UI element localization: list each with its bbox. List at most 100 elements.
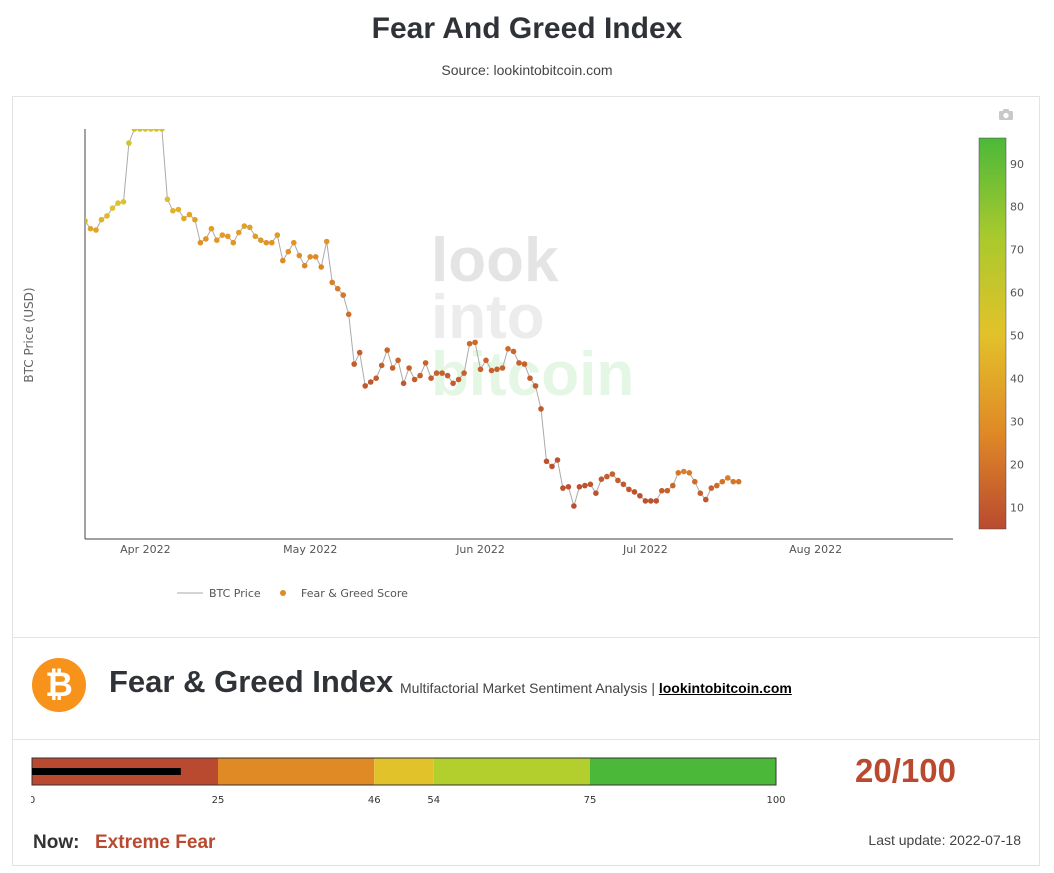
fear-greed-point [258,237,264,243]
gauge-tick-label: 0 [31,795,35,806]
fear-greed-point [653,498,660,504]
gauge-tick-label: 75 [584,795,597,806]
y-axis-label: BTC Price (USD) [22,287,36,382]
fear-greed-point [422,360,429,366]
gauge-tick-label: 25 [212,795,225,806]
fear-greed-point [439,370,445,376]
x-tick-label: May 2022 [283,543,337,556]
fear-greed-point [494,366,500,373]
fear-greed-point [186,211,193,218]
fear-greed-point [417,372,423,379]
x-tick-label: Jul 2022 [622,543,668,556]
x-tick-label: Jun 2022 [455,543,505,556]
watermark-look: look [431,226,559,295]
colorbar-tick-labels: 10 20 30 40 50 60 70 80 90 [1010,158,1024,515]
fear-greed-point [719,478,726,485]
fear-greed-point [554,457,561,463]
fear-greed-point [384,347,391,353]
fear-greed-point [280,257,286,264]
fear-greed-point [334,285,341,292]
fear-greed-point [378,362,385,369]
fear-greed-point [565,484,572,490]
fear-greed-point [466,340,473,347]
fear-greed-point [285,248,292,255]
fear-greed-point [269,239,275,246]
legend-dot-label: Fear & Greed Score [301,587,408,600]
fear-greed-point [735,478,742,485]
fear-greed-point [395,357,401,364]
fear-greed-point [681,468,687,475]
fear-greed-point [274,232,281,238]
camera-icon[interactable] [999,109,1013,120]
fear-greed-point [389,365,396,371]
fear-greed-point [664,487,671,494]
colorbar-tick-label: 80 [1010,201,1024,214]
colorbar-tick-label: 70 [1010,244,1024,257]
fear-greed-point [230,239,237,246]
fear-greed-point [532,383,539,389]
fear-greed-point [126,140,132,146]
fear-greed-point [400,380,407,387]
fear-greed-point [296,252,303,259]
brand-title: Fear & Greed Index [109,664,394,699]
fear-greed-point [329,279,336,286]
watermark-bitcoin: bitcoin [431,340,634,409]
colorbar-tick-label: 50 [1010,330,1024,343]
fear-greed-point [340,292,347,298]
fear-greed-point [714,482,720,489]
brand-link[interactable]: lookintobitcoin.com [658,680,792,696]
fear-greed-point [164,196,171,203]
colorbar-tick-label: 10 [1010,502,1024,515]
fear-greed-point [428,375,434,382]
fear-greed-point [488,367,495,374]
fear-greed-point [362,383,369,389]
fear-greed-point [312,254,319,260]
fear-greed-point [120,199,127,205]
fear-greed-point [637,493,643,499]
now-value: Extreme Fear [95,832,216,853]
fear-greed-point [543,458,550,465]
colorbar-tick-label: 40 [1010,373,1024,386]
fear-greed-point [593,490,599,497]
fear-greed-point [197,239,204,246]
fear-greed-point [516,360,522,366]
now-label: Now: [33,832,80,853]
gauge-tick-label: 100 [766,795,785,806]
fear-greed-point [247,224,253,231]
fear-greed-point [373,375,380,382]
fear-greed-point [609,471,616,477]
fear-greed-point [175,206,182,213]
chart-panel: look into bitcoin BTC Price (USD) Apr 20… [12,96,1040,638]
fear-greed-point [159,129,165,132]
fear-greed-point [236,229,242,236]
fear-greed-point [499,365,506,371]
fear-greed-point [87,225,94,232]
fear-greed-point [109,205,116,211]
gauge-tick-label: 46 [368,795,381,806]
fear-greed-point [93,227,99,233]
fear-greed-point [142,129,149,132]
fear-greed-point [697,490,704,497]
gauge-segment [218,758,375,785]
fear-greed-point [208,225,215,232]
fear-greed-point [137,129,143,132]
fear-greed-point [351,361,358,367]
gauge-segment [433,758,590,785]
fear-greed-point [214,237,220,243]
colorbar-tick-label: 90 [1010,158,1024,171]
fear-greed-point [510,348,517,355]
fear-greed-point [203,236,209,242]
watermark-into: into [431,283,545,352]
fear-greed-point [263,239,270,246]
fear-greed-point [433,370,440,376]
fear-greed-point [131,129,138,132]
fear-greed-point [225,233,231,240]
fear-greed-point [670,482,676,489]
fear-greed-point [576,484,583,490]
fear-greed-point [730,478,737,485]
x-tick-label: Apr 2022 [120,543,171,556]
brand-subtitle-text: Multifactorial Market Sentiment Analysis… [400,680,659,696]
fear-greed-point [472,339,478,346]
fear-greed-point [323,238,330,245]
fear-greed-point [170,208,176,214]
